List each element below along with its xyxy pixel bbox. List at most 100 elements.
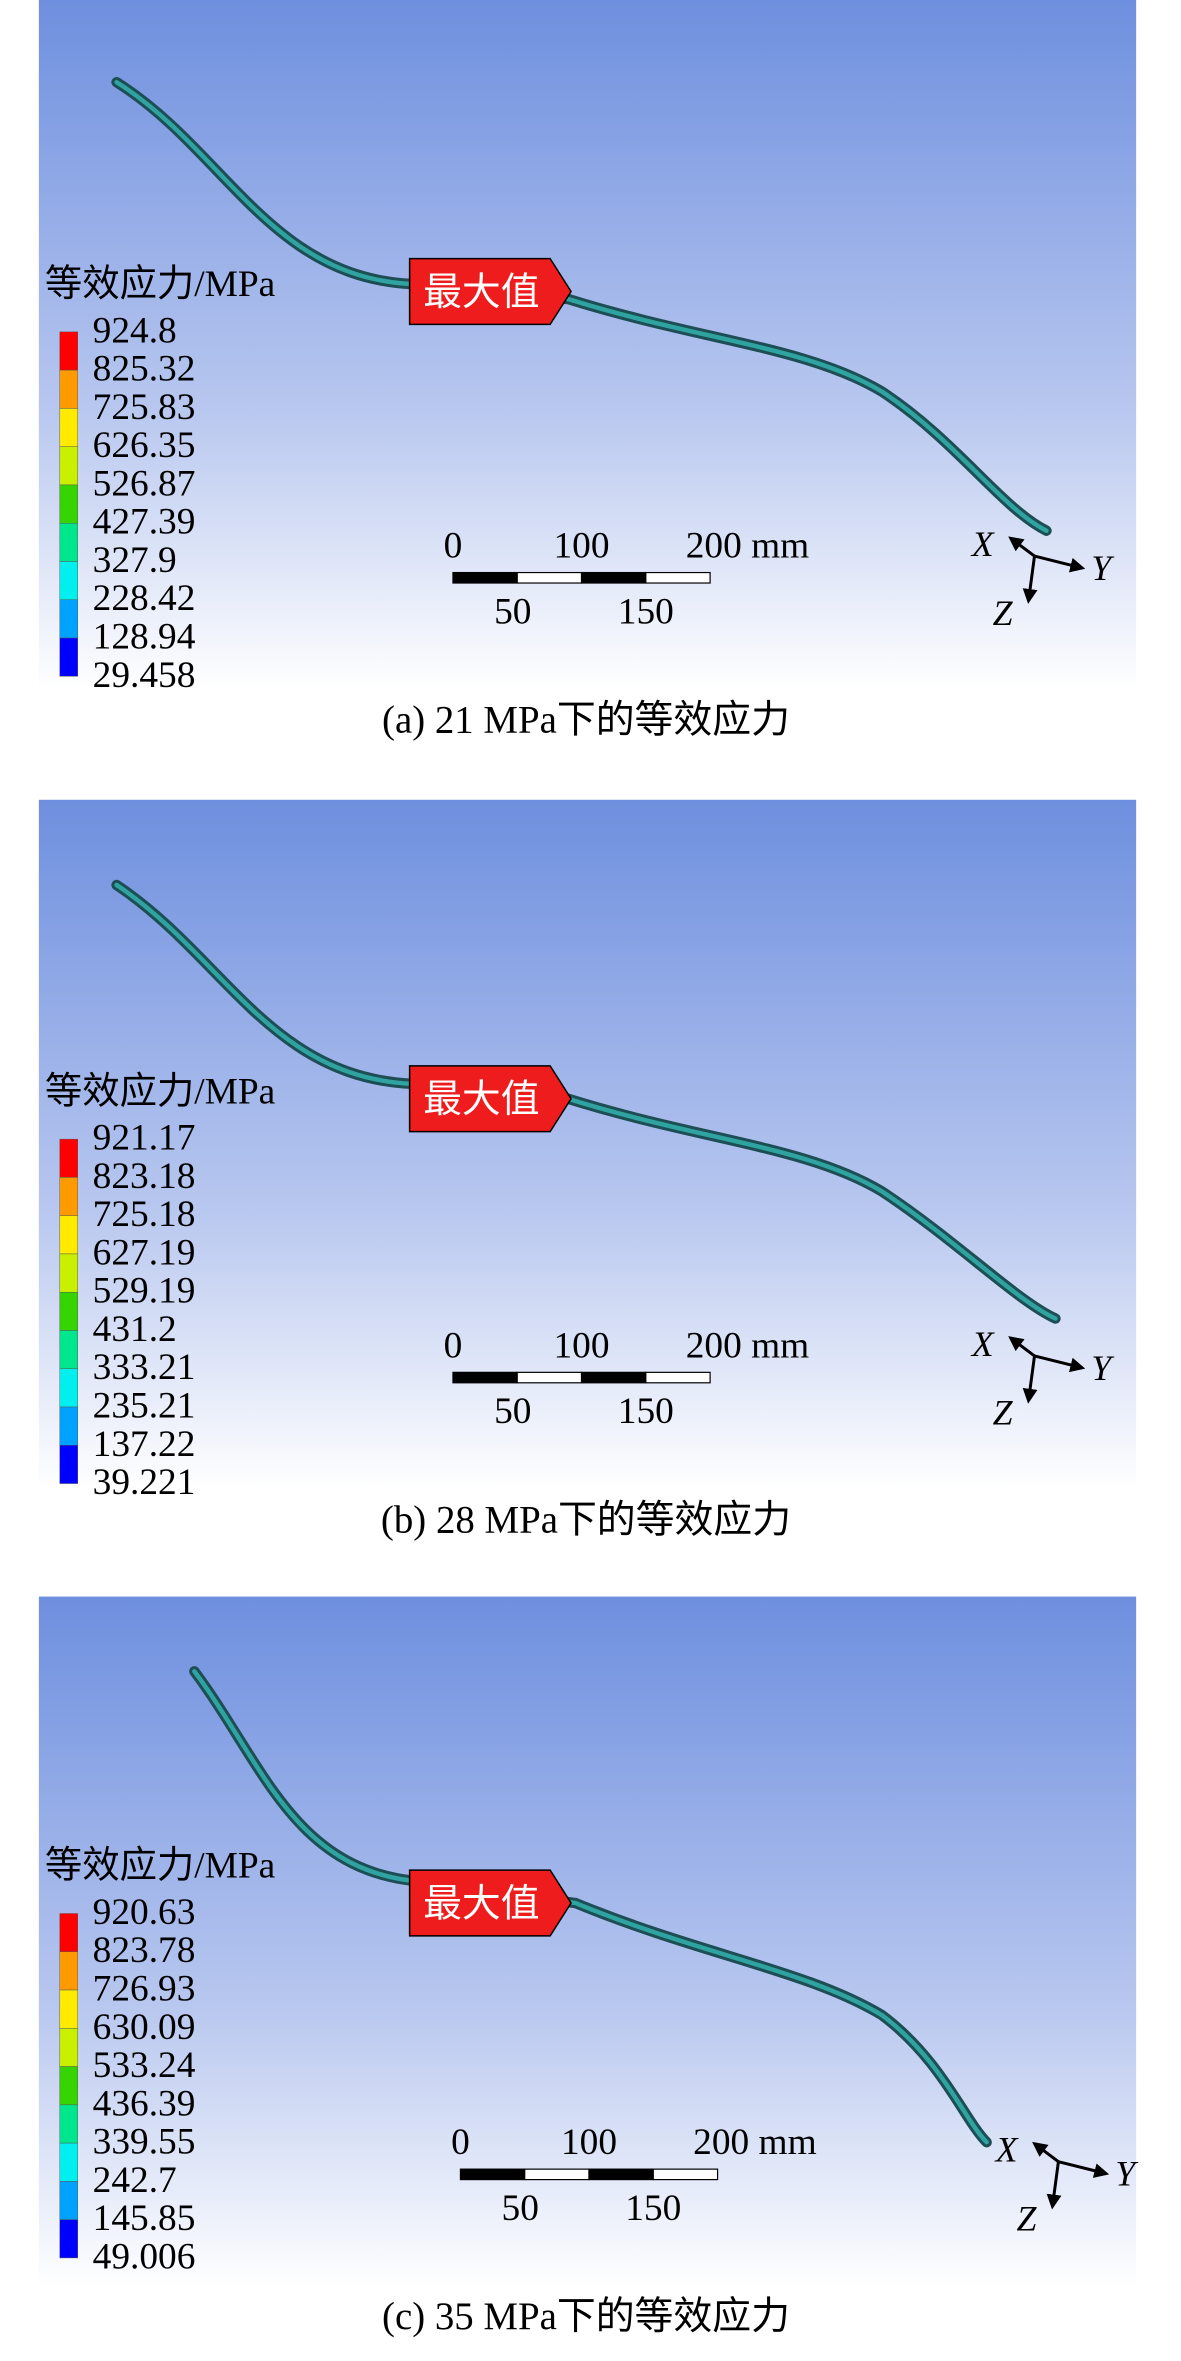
legend-value: 630.09 — [93, 2007, 196, 2048]
axis-label: Z — [1017, 2198, 1038, 2238]
legend-value: 526.87 — [93, 463, 196, 504]
legend-value: 431.2 — [93, 1309, 177, 1350]
legend-value: 327.9 — [93, 540, 177, 581]
scale-label: 0 — [451, 2122, 470, 2163]
legend-swatch — [59, 561, 78, 600]
legend-swatch — [59, 2104, 78, 2144]
max-label: 最大值 — [423, 271, 540, 314]
pipe-highlight — [114, 79, 1049, 533]
viewport-background — [38, 1596, 1137, 2288]
axis-label: X — [970, 1324, 996, 1364]
scale-segment — [516, 1371, 583, 1384]
axis-arrow — [1022, 1355, 1038, 1404]
legend-swatch — [59, 1253, 78, 1293]
legend-value: 427.39 — [93, 502, 196, 543]
scale-segment — [580, 571, 647, 584]
panel: 等效应力/MPa 924.8825.32725.83626.35526.87427… — [38, 0, 1137, 742]
legend-value: 823.78 — [93, 1930, 196, 1971]
legend-value: 436.39 — [93, 2083, 196, 2124]
max-callout — [408, 257, 572, 326]
max-label: 最大值 — [423, 1882, 540, 1925]
legend-swatch — [59, 1989, 78, 2029]
legend-swatch — [59, 1177, 78, 1216]
scale-segment — [645, 571, 711, 584]
legend-value: 235.21 — [93, 1385, 196, 1426]
legend-value: 39.221 — [93, 1462, 196, 1503]
legend-swatch — [59, 369, 78, 409]
legend-value: 725.18 — [93, 1194, 196, 1235]
legend-value: 128.94 — [93, 616, 196, 657]
scale-segment — [452, 571, 518, 584]
axis-arrow — [1008, 1336, 1036, 1358]
caption: (c) 35 MPa下的等效应力 — [382, 2295, 790, 2338]
legend-value: 725.83 — [93, 387, 196, 428]
legend-swatch — [59, 1330, 78, 1369]
scale-label: 100 — [561, 2122, 617, 2163]
legend-value: 29.458 — [93, 655, 196, 696]
axis-label: X — [970, 524, 996, 564]
scale-label: 150 — [625, 2188, 681, 2229]
legend-swatch — [59, 1406, 78, 1446]
legend-value: 49.006 — [93, 2236, 196, 2277]
scale-label: 100 — [554, 526, 610, 567]
legend-swatch — [59, 2181, 78, 2220]
legend-swatch — [59, 599, 78, 639]
legend-value: 137.22 — [93, 1424, 196, 1465]
scale-label: 50 — [494, 1391, 531, 1432]
legend-value: 823.18 — [93, 1156, 196, 1197]
scale-label: 0 — [444, 526, 463, 567]
legend-value: 726.93 — [93, 1969, 196, 2010]
legend-value: 924.8 — [93, 310, 177, 351]
legend-value: 533.24 — [93, 2045, 196, 2086]
legend-value: 627.19 — [93, 1232, 196, 1273]
scale-segment — [580, 1371, 647, 1384]
panel: 等效应力/MPa 921.17823.18725.18627.19529.1943… — [38, 799, 1137, 1541]
legend-title: 等效应力/MPa — [45, 1845, 276, 1887]
legend-swatch — [59, 1445, 78, 1484]
legend-value: 242.7 — [93, 2160, 177, 2201]
legend-swatch — [59, 446, 78, 486]
caption: (a) 21 MPa下的等效应力 — [382, 699, 790, 742]
scale-label: 200 mm — [693, 2122, 817, 2163]
axis-arrow — [1022, 555, 1038, 604]
axis-label: Z — [993, 593, 1014, 633]
scale-segment — [645, 1371, 711, 1384]
scale-label: 150 — [618, 1391, 674, 1432]
legend-swatch — [59, 408, 78, 447]
scale-segment — [588, 2168, 654, 2181]
axis-label: Z — [993, 1393, 1014, 1433]
scale-segment — [452, 1371, 518, 1384]
legend-swatch — [59, 1215, 78, 1255]
scale-label: 0 — [444, 1325, 463, 1366]
axis-arrow — [1034, 1354, 1086, 1373]
pipe-highlight — [192, 1669, 989, 2145]
legend-title: 等效应力/MPa — [45, 1070, 276, 1112]
legend-value: 529.19 — [93, 1271, 196, 1312]
legend-swatch — [59, 637, 78, 677]
pipe-highlight — [114, 882, 1058, 1321]
axis-arrow — [1008, 536, 1036, 558]
legend-swatch — [59, 1913, 78, 1952]
legend-swatch — [59, 522, 78, 562]
legend-title: 等效应力/MPa — [45, 263, 276, 305]
legend-value: 339.55 — [93, 2122, 196, 2163]
scale-label: 200 mm — [686, 526, 810, 567]
axis-arrow — [1046, 2161, 1062, 2210]
legend-swatch — [59, 1138, 78, 1178]
axis-arrow — [1032, 2141, 1060, 2163]
legend-value: 228.42 — [93, 578, 196, 619]
legend-value: 920.63 — [93, 1892, 196, 1933]
viewport-background — [38, 0, 1137, 691]
legend-value: 145.85 — [93, 2198, 196, 2239]
axis-arrow — [1034, 554, 1086, 573]
legend-swatch — [59, 2066, 78, 2106]
scale-label: 150 — [618, 591, 674, 632]
legend-swatch — [59, 331, 78, 371]
max-label: 最大值 — [423, 1078, 540, 1121]
legend-swatch — [59, 2142, 78, 2182]
legend-swatch — [59, 484, 78, 524]
scale-segment — [652, 2168, 719, 2181]
scale-segment — [524, 2168, 590, 2181]
